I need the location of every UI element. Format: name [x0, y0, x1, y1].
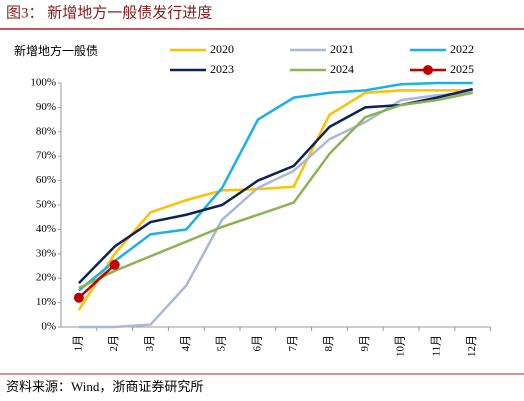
y-tick-label: 30% — [36, 247, 56, 259]
series-marker — [73, 292, 84, 303]
x-tick-label: 2月 — [108, 335, 120, 352]
x-tick-label: 12月 — [466, 335, 478, 357]
y-tick-label: 0% — [41, 321, 56, 333]
x-tick-label: 1月 — [72, 335, 84, 352]
series-line — [78, 91, 473, 329]
y-tick-label: 50% — [36, 199, 56, 211]
x-tick-label: 6月 — [251, 335, 263, 352]
y-tick-label: 60% — [36, 174, 56, 186]
series-line — [78, 81, 473, 292]
y-tick-label: 10% — [36, 296, 56, 308]
x-tick-label: 10月 — [395, 335, 407, 357]
legend-label: 2023 — [210, 62, 234, 76]
x-tick-label: 4月 — [180, 335, 192, 352]
y-tick-label: 70% — [36, 150, 56, 162]
x-tick-label: 7月 — [287, 335, 299, 352]
legend-marker — [423, 65, 433, 75]
chart-title: 图3： 新增地方一般债发行进度 — [6, 4, 212, 21]
series-line — [77, 89, 473, 311]
y-tick-label: 90% — [36, 101, 56, 113]
x-tick-label: 11月 — [430, 335, 442, 357]
series-line — [78, 87, 473, 284]
legend-label: 2020 — [210, 42, 234, 56]
series-line — [78, 263, 116, 299]
legend-label: 2025 — [450, 62, 474, 76]
x-tick-label: 5月 — [216, 335, 228, 352]
series-marker — [109, 259, 120, 270]
legend-label: 2024 — [330, 62, 354, 76]
legend-label: 2022 — [450, 42, 474, 56]
legend-label: 2021 — [330, 42, 354, 56]
x-tick-label: 9月 — [359, 335, 371, 352]
x-tick-label: 8月 — [323, 335, 335, 352]
y-tick-label: 40% — [36, 223, 56, 235]
y-tick-label: 20% — [36, 272, 56, 284]
source: 资料来源：Wind，浙商证券研究所 — [6, 379, 203, 394]
y-axis-title: 新增地方一般债 — [14, 43, 98, 58]
y-tick-label: 100% — [30, 77, 56, 89]
series-line — [78, 91, 473, 290]
x-tick-label: 3月 — [144, 335, 156, 352]
y-tick-label: 80% — [36, 125, 56, 137]
